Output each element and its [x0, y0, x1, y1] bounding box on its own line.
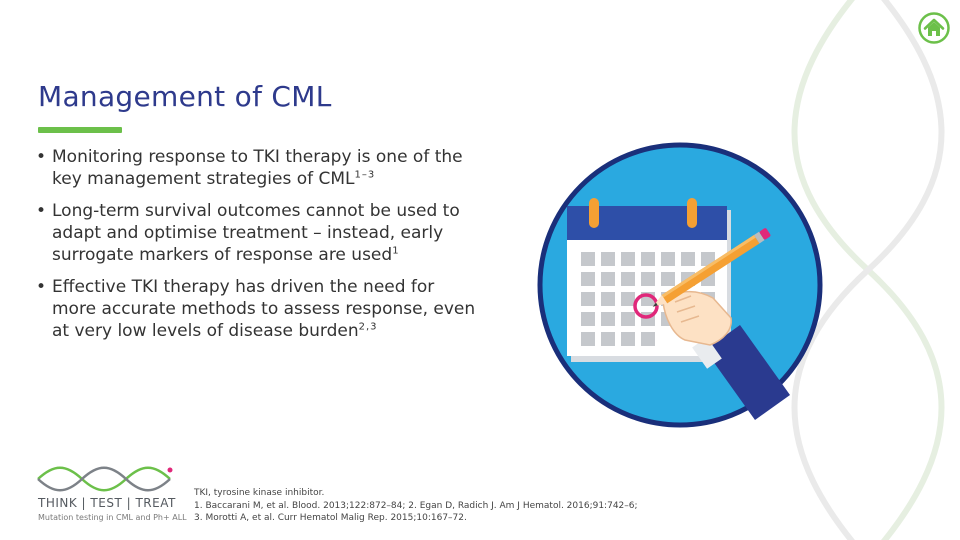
calendar-day-cell [641, 272, 655, 286]
logo-tagline: Mutation testing in CML and Ph+ ALL [38, 513, 187, 522]
logo-brand-text: THINK | TEST | TREAT [38, 496, 176, 510]
calendar-day-cell [621, 292, 635, 306]
bullet-reference: 1–3 [354, 169, 376, 181]
dna-logo-icon [37, 466, 173, 492]
bullet-text: Long-term survival outcomes cannot be us… [52, 201, 460, 265]
calendar-day-cell [581, 272, 595, 286]
calendar-day-cell [661, 252, 675, 266]
calendar-day-cell [601, 272, 615, 286]
home-icon [923, 18, 945, 36]
calendar-day-cell [621, 332, 635, 346]
home-button[interactable] [918, 12, 950, 44]
bullet-reference: 2,3 [358, 321, 378, 333]
bullet-item: • Effective TKI therapy has driven the n… [36, 276, 476, 342]
calendar-day-cell [641, 252, 655, 266]
title-underline [38, 127, 122, 133]
reference-line: 1. Baccarani M, et al. Blood. 2013;122:8… [194, 500, 638, 511]
calendar-day-cell [681, 252, 695, 266]
calendar-day-cell [621, 312, 635, 326]
bullet-marker: • [36, 277, 47, 297]
bullet-item: • Monitoring response to TKI therapy is … [36, 146, 476, 190]
bullet-text: Effective TKI therapy has driven the nee… [52, 277, 476, 341]
calendar-day-cell [601, 252, 615, 266]
footnotes: TKI, tyrosine kinase inhibitor. 1. Bacca… [194, 487, 894, 525]
calendar-day-cell [601, 292, 615, 306]
calendar-day-cell [581, 312, 595, 326]
reference-line: 3. Morotti A, et al. Curr Hematol Malig … [194, 513, 467, 523]
calendar-day-cell [581, 292, 595, 306]
calendar-day-cell [581, 332, 595, 346]
bullet-marker: • [36, 201, 47, 221]
bullet-marker: • [36, 147, 47, 167]
calendar-day-cell [621, 252, 635, 266]
bullet-list: • Monitoring response to TKI therapy is … [36, 146, 476, 352]
calendar-day-cell [601, 332, 615, 346]
bullet-item: • Long-term survival outcomes cannot be … [36, 200, 476, 266]
page-title: Management of CML [38, 80, 332, 113]
bullet-text: Monitoring response to TKI therapy is on… [52, 147, 463, 189]
calendar-day-cell [701, 252, 715, 266]
calendar-day-cell [601, 312, 615, 326]
calendar-hand-pencil-icon [537, 142, 823, 428]
abbreviation-note: TKI, tyrosine kinase inhibitor. [194, 488, 325, 498]
calendar-day-cell [661, 272, 675, 286]
calendar-day-cell [641, 332, 655, 346]
bullet-reference: 1 [392, 245, 400, 257]
brand-logo: THINK | TEST | TREAT Mutation testing in… [36, 462, 187, 524]
calendar-day-cell [621, 272, 635, 286]
calendar-day-cell [581, 252, 595, 266]
